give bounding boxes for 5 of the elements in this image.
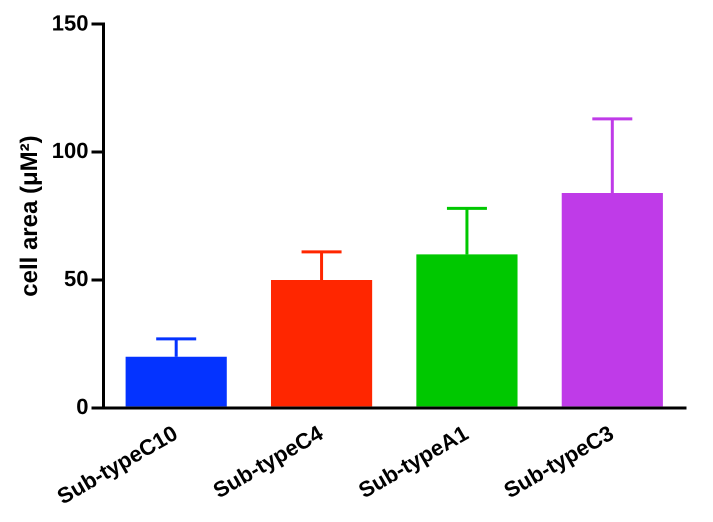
y-tick-label: 50 xyxy=(64,266,89,292)
y-axis-title: cell area (μM²) xyxy=(16,135,44,297)
y-tick-label: 100 xyxy=(52,138,89,164)
y-tick-label: 0 xyxy=(76,394,89,419)
y-tick-label: 150 xyxy=(52,10,89,36)
